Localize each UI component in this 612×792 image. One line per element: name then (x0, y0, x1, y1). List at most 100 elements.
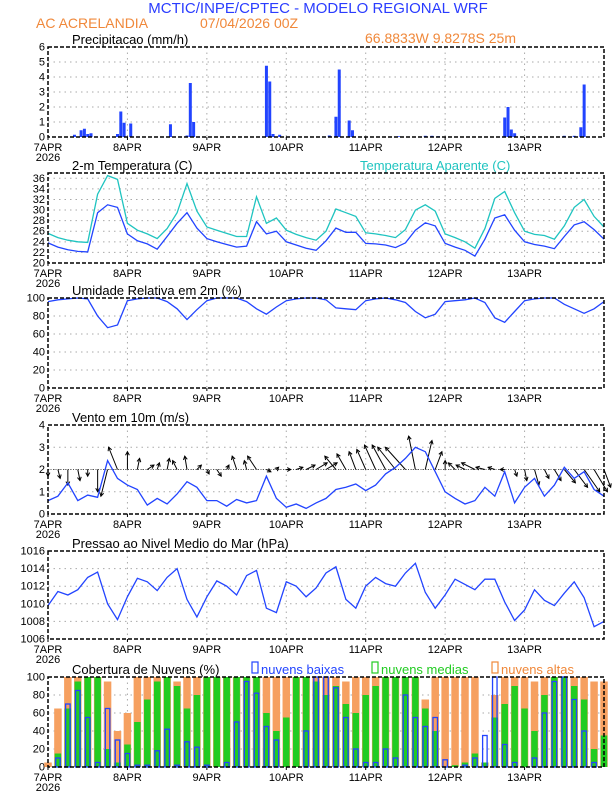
mid-cloud-bar (342, 704, 350, 767)
legend-mid-clouds: nuvens medias (381, 662, 469, 677)
wind-arrow (247, 455, 257, 470)
mid-cloud-bar (183, 708, 191, 767)
legend-mid-clouds-swatch (371, 661, 379, 674)
wind-arrow (315, 462, 328, 470)
low-cloud-bar (203, 764, 210, 768)
mid-cloud-bar (104, 749, 111, 767)
mid-cloud-bar (223, 677, 230, 767)
precip-bar (89, 133, 93, 137)
x-tick-label: 8APR (113, 142, 142, 154)
mid-cloud-bar (243, 677, 250, 767)
high-cloud-bar (590, 681, 598, 767)
y-tick-label: 100 (27, 293, 45, 305)
x-year-label: 2026 (36, 152, 60, 164)
x-tick-label: 7APR (34, 772, 63, 784)
precip-bar (264, 65, 268, 137)
precip-bar (334, 116, 338, 137)
x-tick-label: 9APR (192, 268, 221, 280)
wind-arrow (543, 469, 550, 479)
wind-arrow-head (438, 450, 443, 456)
mid-cloud-bar (511, 686, 518, 767)
precip-bar (337, 69, 341, 137)
wind-arrow (356, 449, 367, 470)
wind-arrow (216, 469, 222, 477)
y-tick-label: 60 (33, 329, 45, 341)
y-tick-label: 1 (39, 117, 45, 129)
precip-bar (347, 120, 351, 137)
high-cloud-bar (461, 677, 469, 767)
precip-bar (116, 134, 119, 137)
precip-bar (268, 81, 272, 137)
mid-cloud-bar (64, 708, 72, 767)
wind-arrow-head (447, 462, 453, 467)
wind-arrow-head (225, 464, 230, 470)
x-tick-label: 9APR (192, 519, 221, 531)
legend-apparent-temperature: Temperatura Aparente (C) (360, 158, 510, 173)
wind-arrow (324, 455, 337, 470)
mid-cloud-bar (74, 681, 82, 767)
x-tick-label: 7APR (34, 268, 63, 280)
x-tick-label: 10APR (269, 142, 304, 154)
x-year-label: 2026 (36, 403, 60, 415)
precip-bar (579, 127, 583, 137)
wind-arrow (243, 460, 248, 470)
x-tick-label: 13APR (507, 268, 542, 280)
wind-arrow-head (247, 455, 252, 461)
wind-arrow-head (499, 467, 505, 472)
wind-arrow-head (407, 435, 412, 441)
wind-arrow-head (197, 464, 203, 470)
wind-arrow-head (442, 459, 448, 465)
low-cloud-bar (462, 764, 468, 768)
precip-bar (72, 134, 76, 137)
high-cloud-bar (272, 677, 281, 767)
y-tick-label: 34 (33, 183, 45, 195)
precip-bar (503, 117, 507, 137)
high-cloud-bar (113, 731, 122, 767)
mid-cloud-bar (134, 722, 141, 767)
x-tick-label: 7APR (34, 519, 63, 531)
mid-cloud-bar (362, 695, 369, 767)
mid-cloud-bar (501, 704, 508, 767)
x-tick-label: 11APR (349, 772, 383, 784)
y-tick-label: 28 (33, 215, 45, 227)
wind-arrow-head (266, 468, 272, 473)
wind-arrow-head (355, 448, 361, 454)
precip-bar (79, 130, 83, 137)
x-tick-label: 10APR (269, 772, 304, 784)
precip-bar (278, 134, 282, 137)
wind-arrow-head (603, 487, 608, 493)
mid-cloud-bar (402, 677, 409, 767)
wind-arrow-head (607, 483, 612, 489)
wind-arrow (487, 466, 495, 470)
legend-low-clouds-swatch (251, 661, 259, 674)
precip-bar (86, 134, 90, 137)
precip-bar (350, 130, 354, 137)
x-tick-label: 12APR (428, 393, 463, 405)
y-tick-label: 0 (39, 762, 45, 774)
wind-arrow-head (384, 446, 390, 452)
wind-arrow-head (336, 453, 341, 458)
x-tick-label: 9APR (192, 393, 221, 405)
wind-arrow-head (77, 476, 82, 482)
mid-cloud-bar (322, 695, 330, 767)
wind-arrow-head (324, 455, 329, 461)
y-tick-label: 80 (33, 311, 45, 323)
x-tick-label: 8APR (113, 393, 142, 405)
high-cloud-bar (44, 762, 52, 767)
wind-arrow (455, 464, 466, 470)
y-tick-label: 0 (39, 132, 45, 144)
wind-arrow (434, 451, 443, 470)
wind-arrow-head (99, 492, 104, 498)
y-tick-label: 24 (33, 236, 45, 248)
y-tick-label: 40 (33, 347, 45, 359)
run-datetime: 07/04/2026 00Z (200, 15, 299, 31)
low-cloud-bar (55, 757, 61, 768)
low-cloud-bar (372, 761, 379, 768)
x-tick-label: 13APR (507, 644, 542, 656)
wind-arrow-head (557, 476, 562, 482)
wind-arrow-head (595, 487, 601, 493)
y-tick-label: 20 (33, 365, 45, 377)
precip-bar (119, 111, 123, 137)
wind-arrow-head (571, 478, 577, 484)
y-tick-label: 100 (27, 672, 45, 684)
